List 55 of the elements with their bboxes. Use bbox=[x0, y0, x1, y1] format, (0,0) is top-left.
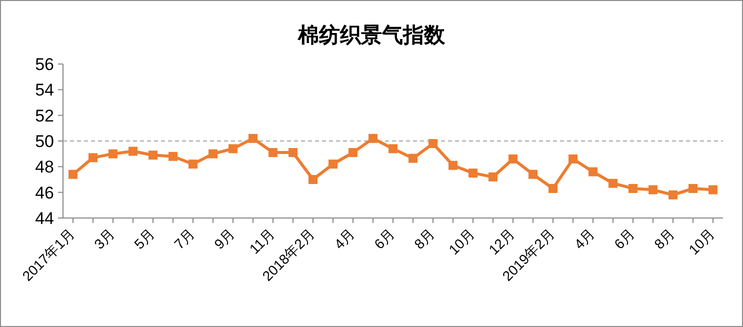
point bbox=[188, 160, 198, 169]
point bbox=[348, 148, 358, 158]
point bbox=[688, 184, 698, 193]
point bbox=[88, 153, 98, 162]
point bbox=[228, 144, 238, 154]
point bbox=[468, 168, 478, 178]
point bbox=[168, 152, 178, 161]
x-tick-label: 8月 bbox=[410, 225, 438, 252]
point bbox=[108, 149, 118, 158]
chart-title: 棉纺织景气指数 bbox=[297, 23, 446, 47]
point bbox=[408, 154, 418, 163]
point bbox=[428, 139, 438, 148]
x-tick-label: 6月 bbox=[370, 225, 398, 252]
point bbox=[608, 178, 618, 188]
point bbox=[368, 134, 378, 143]
y-tick-label: 44 bbox=[35, 209, 54, 228]
point bbox=[288, 148, 298, 158]
x-tick-label: 10月 bbox=[445, 225, 478, 258]
point bbox=[68, 170, 78, 179]
y-tick-label: 48 bbox=[35, 158, 54, 177]
point bbox=[208, 149, 218, 158]
y-tick-label: 52 bbox=[35, 106, 54, 126]
point bbox=[268, 148, 278, 158]
point bbox=[448, 160, 458, 170]
point bbox=[508, 154, 518, 164]
y-tick-label: 56 bbox=[35, 55, 54, 74]
point bbox=[628, 184, 638, 193]
x-tick-label: 12月 bbox=[485, 225, 518, 258]
x-tick-label: 10月 bbox=[685, 225, 718, 258]
point bbox=[568, 154, 578, 164]
x-tick-label: 7月 bbox=[170, 225, 198, 252]
point bbox=[648, 185, 658, 194]
x-tick-label: 5月 bbox=[130, 225, 158, 252]
point bbox=[528, 170, 538, 179]
x-tick-label: 4月 bbox=[570, 225, 598, 252]
y-tick-label: 46 bbox=[35, 183, 54, 202]
x-tick-label: 8月 bbox=[650, 225, 678, 252]
x-tick-label: 11月 bbox=[246, 225, 278, 257]
x-tick-label: 6月 bbox=[610, 225, 638, 252]
x-tick-label: 4月 bbox=[330, 225, 358, 252]
y-tick-label: 54 bbox=[35, 80, 54, 100]
point bbox=[128, 146, 138, 156]
y-tick-label: 50 bbox=[35, 132, 54, 151]
point bbox=[708, 185, 718, 194]
point bbox=[248, 134, 258, 143]
x-tick-label: 9月 bbox=[210, 225, 238, 252]
point bbox=[148, 150, 158, 160]
point bbox=[668, 190, 678, 200]
point bbox=[488, 172, 498, 182]
point bbox=[588, 167, 598, 176]
point bbox=[308, 175, 318, 184]
x-tick-label: 3月 bbox=[90, 225, 118, 252]
point bbox=[388, 144, 398, 154]
point bbox=[548, 184, 558, 193]
point bbox=[328, 160, 338, 169]
